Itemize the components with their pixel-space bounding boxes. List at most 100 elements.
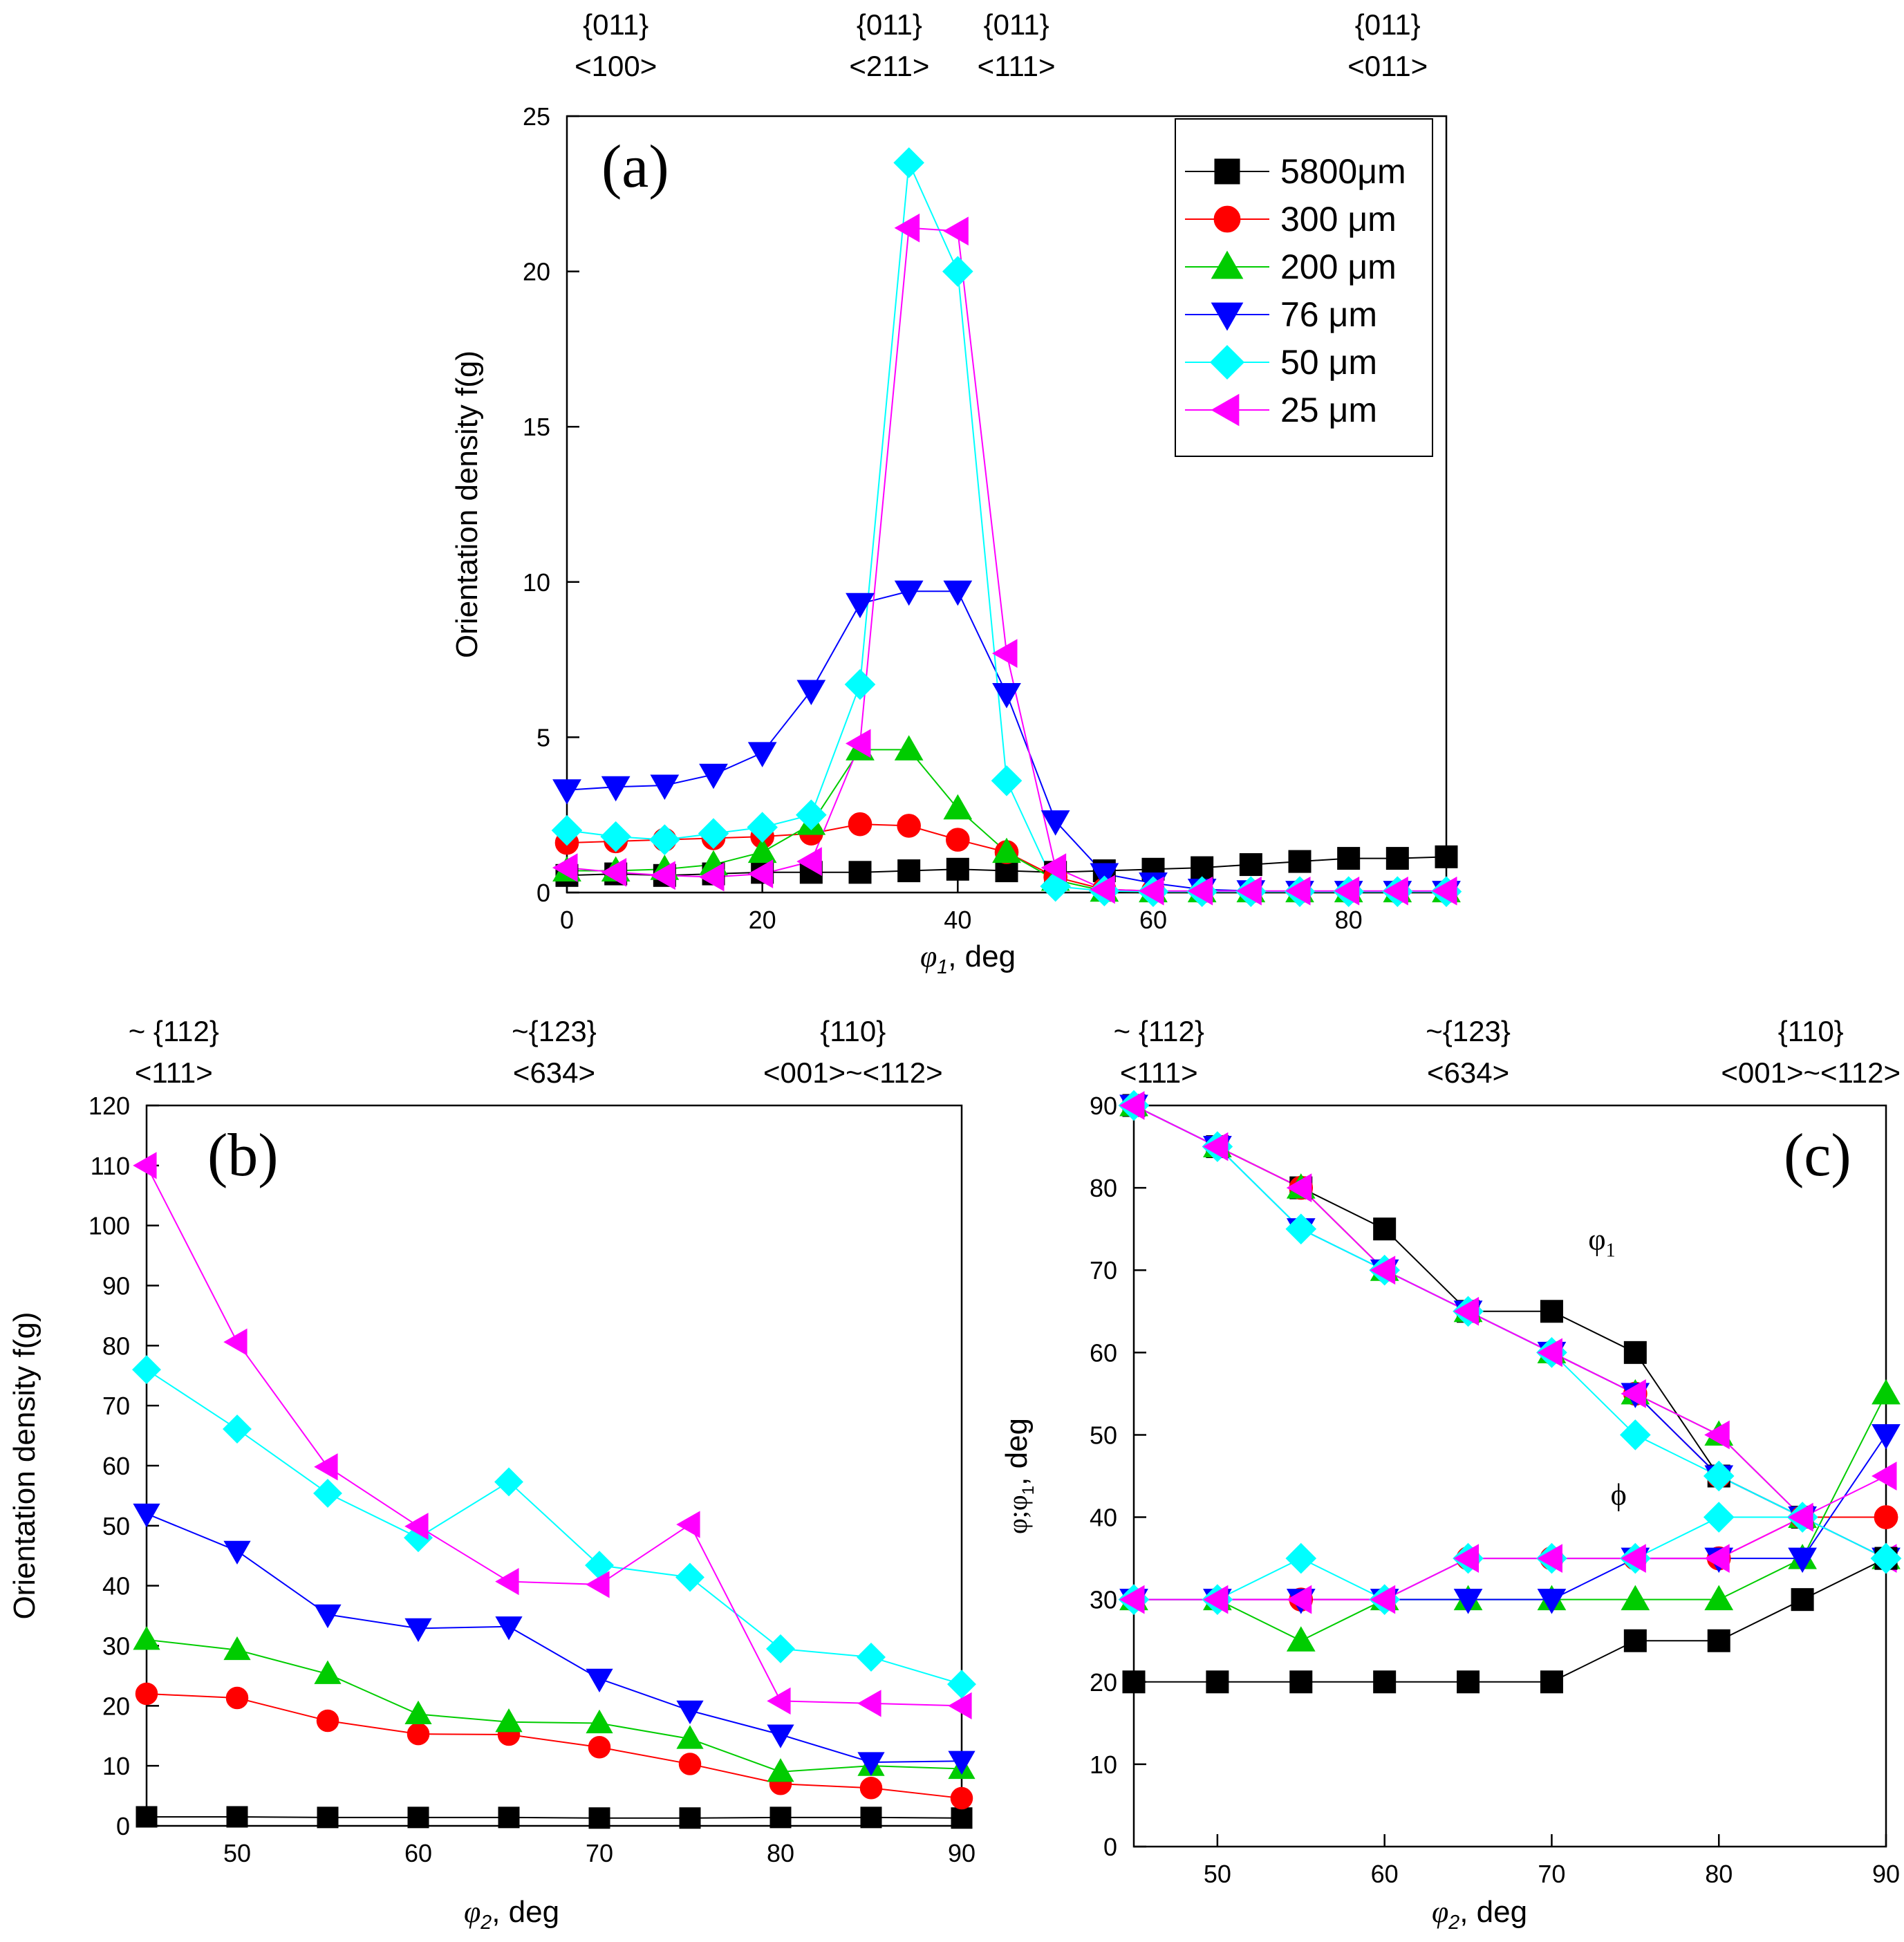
series-line (146, 1692, 962, 1800)
data-point (133, 1152, 157, 1179)
data-point (676, 1725, 704, 1749)
data-point (942, 256, 973, 287)
data-point (316, 1709, 339, 1733)
data-point (698, 818, 729, 849)
y-axis-label: φ;φ1, deg (1000, 1418, 1038, 1534)
data-point (1370, 1255, 1396, 1285)
data-point (769, 1806, 792, 1829)
data-point (848, 812, 872, 837)
data-point (859, 1777, 883, 1800)
panel-label: (c) (1784, 1122, 1851, 1189)
data-point (314, 1660, 342, 1684)
data-point (676, 1700, 704, 1725)
y-tick-label: 50 (102, 1512, 130, 1540)
data-point (946, 857, 969, 881)
legend-marker (1211, 393, 1240, 427)
data-point (894, 213, 920, 243)
data-point (1090, 875, 1115, 904)
data-point (1621, 1544, 1646, 1573)
legend-label: 25 μm (1280, 391, 1377, 429)
data-point (588, 1807, 610, 1829)
data-point (314, 1453, 338, 1481)
data-point (1239, 853, 1262, 877)
data-point (586, 1709, 613, 1734)
y-tick-label: 60 (102, 1452, 130, 1480)
y-tick-label: 25 (523, 102, 550, 131)
data-point (1383, 876, 1408, 906)
data-point (1537, 1589, 1567, 1614)
texture-annotation-plane: {011} (857, 8, 922, 41)
data-point (699, 763, 728, 790)
data-point (747, 812, 778, 843)
x-tick-label: 50 (223, 1839, 251, 1867)
data-point (943, 794, 973, 820)
chart-panel-b: 50 60 70 80 90 0 10 20 30 40 50 60 70 80 90 100 110 120 ~ … (8, 1015, 976, 1934)
y-axis-label: Orientation density f(g) (8, 1311, 41, 1619)
data-point (223, 1636, 251, 1661)
data-point (951, 1807, 973, 1829)
texture-annotation-direction: <111> (1120, 1056, 1198, 1089)
y-tick-label: 100 (88, 1212, 130, 1240)
data-point (1453, 1296, 1480, 1326)
data-point (407, 1722, 430, 1746)
data-point (679, 1807, 701, 1829)
data-point (586, 1571, 610, 1598)
data-point (1704, 1544, 1730, 1573)
data-point (132, 1355, 161, 1385)
data-point (1453, 1544, 1480, 1573)
data-point (650, 861, 675, 890)
y-tick-label: 60 (1090, 1338, 1117, 1367)
texture-annotation-plane: {011} (1355, 8, 1421, 41)
data-point (1040, 810, 1070, 836)
data-point (1623, 1629, 1647, 1652)
data-point (498, 1806, 520, 1829)
data-point (1373, 1217, 1397, 1241)
legend-label: 300 μm (1280, 200, 1397, 239)
y-tick-label: 5 (536, 723, 550, 751)
data-point (796, 680, 826, 706)
data-point (948, 1692, 972, 1719)
legend-marker (1209, 344, 1245, 380)
data-point (1870, 1542, 1902, 1574)
data-point (1119, 1585, 1145, 1614)
data-point (1703, 1460, 1735, 1492)
legend: 5800μm 300 μm 200 μm 76 μm 50 μm 25 μm (1175, 118, 1433, 457)
texture-annotation-direction: <111> (135, 1056, 213, 1089)
data-point (1289, 1670, 1313, 1694)
texture-annotation-plane: {110} (820, 1015, 886, 1047)
data-point (894, 735, 924, 760)
data-point (857, 1752, 885, 1776)
data-point (1334, 876, 1360, 906)
x-tick-label: 90 (1872, 1860, 1900, 1888)
data-point (226, 1806, 248, 1828)
texture-annotation-plane: ~{123} (1426, 1015, 1511, 1047)
data-point (796, 847, 822, 876)
y-tick-label: 20 (1090, 1668, 1117, 1697)
data-point (766, 1634, 795, 1663)
data-point (860, 1806, 882, 1829)
y-tick-label: 80 (102, 1332, 130, 1360)
data-point (1431, 876, 1457, 906)
y-tick-label: 90 (1090, 1092, 1117, 1120)
data-point (845, 729, 871, 758)
data-point (1537, 1338, 1562, 1367)
data-point (767, 1758, 794, 1782)
data-point (1871, 1462, 1897, 1491)
data-point (1788, 1502, 1813, 1532)
data-point (1187, 876, 1213, 906)
data-point (495, 1567, 519, 1596)
x-tick-label: 0 (560, 906, 574, 934)
data-point (846, 592, 875, 619)
data-point (494, 1467, 523, 1497)
data-point (223, 1540, 251, 1565)
data-point (992, 837, 1021, 863)
y-tick-label: 0 (1103, 1833, 1117, 1861)
x-axis-label: φ1, deg (920, 940, 1016, 978)
data-point (894, 580, 924, 606)
data-point (747, 837, 777, 863)
data-point (1286, 1585, 1312, 1614)
texture-annotation-direction: <111> (978, 50, 1056, 82)
data-point (848, 861, 872, 884)
legend-marker (1214, 158, 1240, 185)
